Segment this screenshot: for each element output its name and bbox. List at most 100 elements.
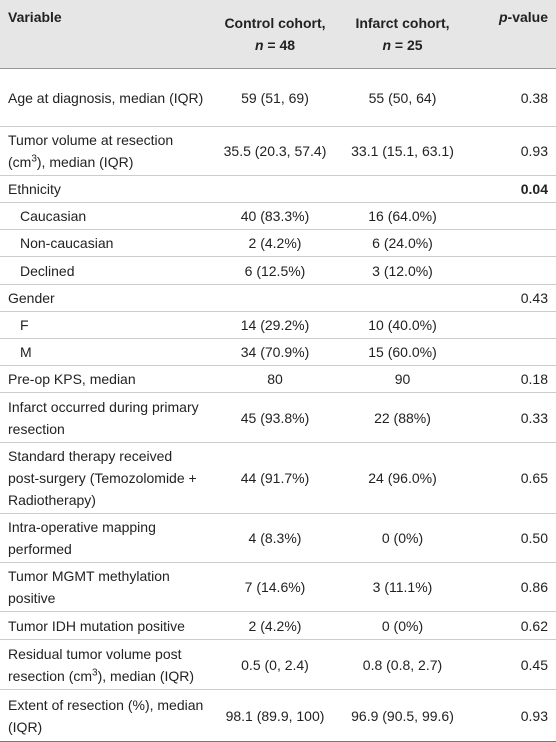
p-cell: 0.93 [470, 126, 556, 176]
infarct-value: 0.8 (0.8, 2.7) [362, 656, 443, 673]
control-cell: 0.5 (0, 2.4) [215, 639, 335, 690]
p-cell: 0.65 [470, 442, 556, 514]
control-cell: 34 (70.9%) [215, 338, 335, 366]
header-text: Control cohort, [224, 15, 326, 31]
table-row: Tumor IDH mutation positive 2 (4.2%) 0 (0%… [0, 611, 556, 640]
infarct-value: 33.1 (15.1, 63.1) [351, 143, 454, 159]
p-cell: 0.45 [470, 639, 556, 690]
p-value: 0.04 [520, 181, 548, 197]
variable-cell: Tumor MGMT methylation positive [0, 562, 215, 612]
control-value: 98.1 (89.9, 100) [225, 707, 325, 724]
infarct-value: 96.9 (90.5, 99.6) [351, 707, 454, 724]
control-cell: 45 (93.8%) [215, 392, 335, 443]
control-value: 2 (4.2%) [248, 617, 302, 634]
infarct-value: 55 (50, 64) [368, 89, 437, 106]
control-value: 45 (93.8%) [240, 409, 310, 426]
infarct-cell: 10 (40.0%) [335, 311, 470, 339]
table-row: Extent of resection (%), median (IQR) 98.… [0, 689, 556, 742]
label-text: Non-caucasian [20, 235, 114, 251]
control-value: 2 (4.2%) [248, 235, 302, 251]
control-value: 80 [267, 371, 283, 387]
table-row: Tumor MGMT methylation positive 7 (14.6%)… [0, 562, 556, 612]
control-cell: 44 (91.7%) [215, 442, 335, 514]
label-text: Tumor IDH mutation positive [8, 617, 185, 634]
label-text: Pre-op KPS, median [8, 371, 136, 387]
table-row: Caucasian 40 (83.3%) 16 (64.0%) [0, 202, 556, 230]
infarct-cell: 0.8 (0.8, 2.7) [335, 639, 470, 690]
p-cell [470, 256, 556, 285]
control-cell: 6 (12.5%) [215, 256, 335, 285]
label-text: ), median (IQR) [36, 154, 134, 170]
variable-cell: F [0, 311, 215, 339]
label-text: Residual tumor volume post resection (cm [8, 645, 182, 684]
control-cell: 14 (29.2%) [215, 311, 335, 339]
control-cell: 2 (4.2%) [215, 229, 335, 257]
control-cell: 7 (14.6%) [215, 562, 335, 612]
infarct-cell: 90 [335, 365, 470, 393]
table-row: Gender 0.43 [0, 284, 556, 312]
variable-cell: Intra-operative mapping performed [0, 513, 215, 563]
label-text: Age at diagnosis, median (IQR) [8, 89, 204, 106]
p-cell: 0.33 [470, 392, 556, 443]
variable-cell: M [0, 338, 215, 366]
label-text: 3 [92, 666, 98, 678]
header-text: n [254, 37, 264, 53]
variable-cell: Caucasian [0, 202, 215, 230]
infarct-cell: 0 (0%) [335, 611, 470, 640]
infarct-cell [335, 284, 470, 312]
label-text: ), median (IQR) [97, 667, 195, 684]
header-control: Control cohort, n = 48 [215, 0, 335, 69]
p-cell [470, 311, 556, 339]
header-text: n [382, 37, 392, 53]
control-value: 59 (51, 69) [241, 89, 309, 106]
label-text: Infarct occurred during primary resectio… [8, 398, 199, 437]
variable-cell: Extent of resection (%), median (IQR) [0, 689, 215, 742]
control-value: 4 (8.3%) [248, 530, 302, 546]
p-value: 0.38 [520, 89, 548, 106]
table-row: Infarct occurred during primary resectio… [0, 392, 556, 443]
infarct-value: 15 (60.0%) [368, 344, 437, 360]
control-value: 35.5 (20.3, 57.4) [223, 143, 327, 159]
infarct-value: 0 (0%) [381, 617, 424, 634]
header-text: = 48 [263, 37, 296, 53]
p-value: 0.18 [520, 371, 548, 387]
label-text: Caucasian [20, 208, 87, 224]
table-body: Age at diagnosis, median (IQR) 59 (51, 69… [0, 68, 556, 742]
control-cell: 4 (8.3%) [215, 513, 335, 563]
p-value: 0.43 [520, 290, 548, 306]
variable-cell: Pre-op KPS, median [0, 365, 215, 393]
table-row: Non-caucasian 2 (4.2%) 6 (24.0%) [0, 229, 556, 257]
p-value: 0.65 [520, 470, 548, 486]
infarct-cell: 33.1 (15.1, 63.1) [335, 126, 470, 176]
header-text: -value [507, 9, 548, 25]
control-value: 0.5 (0, 2.4) [241, 656, 309, 673]
variable-cell: Gender [0, 284, 215, 312]
control-value: 6 (12.5%) [244, 262, 306, 279]
control-cell [215, 175, 335, 203]
table-row: Ethnicity 0.04 [0, 175, 556, 203]
variable-cell: Residual tumor volume post resection (cm… [0, 639, 215, 690]
control-value: 7 (14.6%) [244, 579, 306, 595]
variable-cell: Infarct occurred during primary resectio… [0, 392, 215, 443]
header-text: Infarct cohort, [355, 15, 450, 31]
variable-cell: Standard therapy received post-surgery (… [0, 442, 215, 514]
infarct-value: 22 (88%) [374, 409, 431, 426]
table-header: Variable Control cohort, n = 48 Infarct c… [0, 0, 556, 69]
label-text: Tumor volume at resection (cm [8, 132, 174, 170]
control-cell: 40 (83.3%) [215, 202, 335, 230]
table-row: Pre-op KPS, median 80 90 0.18 [0, 365, 556, 393]
infarct-cell: 3 (12.0%) [335, 256, 470, 285]
p-cell [470, 229, 556, 257]
infarct-cell: 22 (88%) [335, 392, 470, 443]
variable-cell: Tumor volume at resection (cm3), median … [0, 126, 215, 176]
control-cell: 35.5 (20.3, 57.4) [215, 126, 335, 176]
p-cell: 0.86 [470, 562, 556, 612]
label-text: Gender [8, 290, 55, 306]
control-cell: 98.1 (89.9, 100) [215, 689, 335, 742]
p-value: 0.86 [520, 579, 548, 595]
control-value: 44 (91.7%) [240, 470, 310, 486]
infarct-cell: 3 (11.1%) [335, 562, 470, 612]
p-cell: 0.93 [470, 689, 556, 742]
variable-cell: Declined [0, 256, 215, 285]
